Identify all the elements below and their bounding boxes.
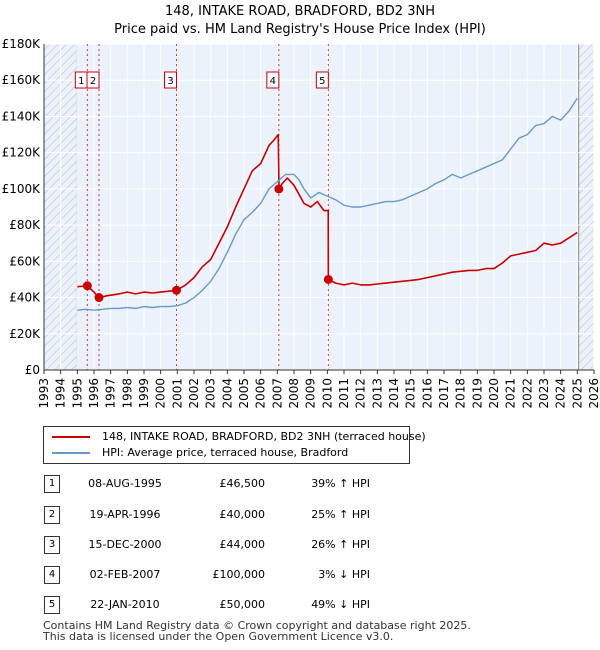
legend: 148, INTAKE ROAD, BRADFORD, BD2 3NH (ter…: [43, 426, 426, 464]
sale-hpi-diff: 26% ↑ HPI: [311, 538, 370, 551]
price-chart: £0 £20K £40K £60K £80K £100K £120K £140K £160K £1…: [2, 37, 600, 409]
chart-title: 148, INTAKE ROAD, BRADFORD, BD2 3NH Pric…: [0, 3, 600, 39]
table-row: 1 08-AUG-1995 £46,500 39% ↑ HPI: [0, 475, 600, 493]
y-tick-label: £40K: [9, 291, 41, 305]
sale-marker-box: [86, 71, 100, 89]
x-tick-label: 2015: [404, 378, 418, 409]
x-tick-label: 2000: [154, 378, 168, 409]
y-tick-label: £120K: [2, 146, 42, 160]
x-tick-label: 2005: [237, 378, 251, 409]
x-tick-label: 2012: [354, 378, 368, 409]
x-tick-label: 2014: [387, 378, 401, 409]
x-tick-label: 2018: [454, 378, 468, 409]
sale-date: 15-DEC-2000: [88, 538, 162, 551]
x-tick-label: 2020: [487, 378, 501, 409]
x-tick-label: 2017: [437, 378, 451, 409]
table-row: 5 22-JAN-2010 £50,000 49% ↓ HPI: [0, 596, 600, 614]
sale-date: 02-FEB-2007: [89, 568, 161, 581]
y-tick-label: £0: [25, 363, 40, 377]
hatched-region-right: [578, 44, 594, 370]
footer-line2: This data is licensed under the Open Gov…: [43, 630, 394, 643]
sale-date: 08-AUG-1995: [88, 477, 162, 490]
sale-marker-box: [266, 71, 280, 89]
sale-point: [94, 293, 104, 303]
sale-hpi-diff: 49% ↓ HPI: [311, 598, 370, 611]
sale-price: £44,000: [219, 538, 266, 551]
sale-price: £100,000: [212, 568, 266, 581]
sale-number-badge: 5: [44, 596, 60, 614]
series-line-hpi: [77, 97, 578, 311]
sale-hpi-diff: 25% ↑ HPI: [311, 508, 370, 521]
y-tick-label: £140K: [2, 109, 42, 123]
sale-point: [274, 184, 284, 194]
x-tick-label: 2013: [370, 378, 384, 409]
table-row: 2 19-APR-1996 £40,000 25% ↑ HPI: [0, 506, 600, 524]
sale-price: £50,000: [219, 598, 266, 611]
x-tick-label: 2008: [287, 378, 301, 409]
x-tick-label: 2011: [337, 378, 351, 409]
sale-number-badge: 3: [44, 536, 60, 554]
sale-date: 19-APR-1996: [89, 508, 161, 521]
x-tick-label: 2009: [304, 378, 318, 409]
sale-marker-label: 3: [167, 76, 173, 87]
x-tick-label: 1993: [37, 378, 51, 409]
footer-line1: Contains HM Land Registry data © Crown c…: [43, 619, 471, 632]
y-tick-label: £20K: [9, 327, 41, 341]
series-line-property: [77, 133, 578, 299]
sale-number-badge: 4: [44, 566, 60, 584]
x-tick-label: 1996: [87, 378, 101, 409]
sale-point: [172, 285, 181, 295]
x-tick-label: 2021: [504, 378, 518, 409]
x-tick-label: 1998: [120, 378, 134, 409]
x-tick-label: 2006: [254, 378, 268, 409]
sale-marker-box: [164, 71, 177, 89]
x-tick-label: 2007: [270, 378, 284, 409]
footer-attribution: Contains HM Land Registry data © Crown c…: [43, 620, 471, 642]
x-tick-label: 2004: [220, 378, 234, 409]
x-tick-label: 1995: [70, 378, 84, 409]
y-tick-label: £100K: [2, 182, 42, 196]
x-tick-label: 2025: [570, 378, 584, 409]
legend-blue-swatch: [52, 452, 90, 454]
x-tick-label: 1997: [104, 378, 118, 409]
y-tick-label: £160K: [2, 73, 42, 87]
x-tick-label: 1999: [137, 378, 151, 409]
x-tick-label: 2024: [554, 378, 568, 409]
sale-marker-label: 2: [90, 76, 96, 87]
x-tick-label: 2026: [587, 378, 600, 409]
legend-red-swatch: [52, 436, 90, 438]
sale-point: [82, 281, 92, 291]
y-tick-label: £180K: [2, 37, 42, 51]
y-tick-label: £80K: [9, 218, 41, 232]
sale-marker-box: [315, 71, 329, 89]
x-tick-label: 2002: [187, 378, 201, 409]
x-tick-label: 2010: [320, 378, 334, 409]
table-row: 3 15-DEC-2000 £44,000 26% ↑ HPI: [0, 536, 600, 554]
plot-background: [44, 44, 594, 370]
sale-date: 22-JAN-2010: [90, 598, 160, 611]
sale-marker-label: 1: [78, 76, 84, 87]
chart-title-line1: 148, INTAKE ROAD, BRADFORD, BD2 3NH: [165, 4, 435, 19]
sale-number-badge: 1: [44, 475, 60, 493]
x-tick-label: 2022: [520, 378, 534, 409]
sale-number-badge: 2: [44, 506, 60, 524]
legend-blue-label: HPI: Average price, terraced house, Brad…: [102, 446, 349, 459]
sale-price: £40,000: [219, 508, 266, 521]
x-tick-label: 2016: [420, 378, 434, 409]
legend-red-label: 148, INTAKE ROAD, BRADFORD, BD2 3NH (ter…: [102, 430, 426, 443]
sale-hpi-diff: 3% ↓ HPI: [318, 568, 370, 581]
sale-price: £46,500: [219, 477, 266, 490]
x-tick-label: 1994: [54, 378, 68, 409]
sale-marker-label: 5: [319, 76, 325, 87]
chart-title-line2: Price paid vs. HM Land Registry's House …: [114, 22, 486, 37]
sale-marker-label: 4: [270, 76, 276, 87]
x-tick-label: 2023: [537, 378, 551, 409]
y-tick-label: £60K: [9, 254, 41, 268]
sale-point: [323, 274, 333, 284]
sale-hpi-diff: 39% ↑ HPI: [311, 477, 370, 490]
x-tick-label: 2001: [170, 378, 184, 409]
x-tick-label: 2003: [204, 378, 218, 409]
table-row: 4 02-FEB-2007 £100,000 3% ↓ HPI: [0, 566, 600, 584]
x-tick-label: 2019: [470, 378, 484, 409]
